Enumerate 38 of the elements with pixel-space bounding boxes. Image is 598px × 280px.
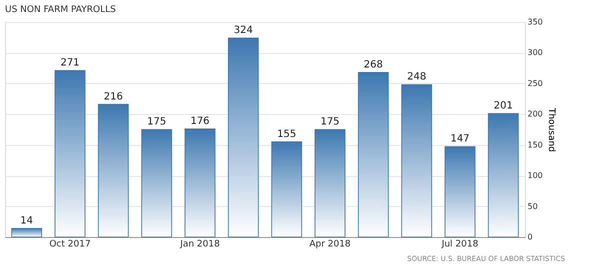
bar: [228, 38, 259, 238]
data-label: 176: [190, 116, 210, 127]
bar: [271, 141, 302, 238]
data-label: 201: [494, 100, 513, 112]
x-tick-label: Jul 2018: [440, 240, 479, 250]
chart-title: US NON FARM PAYROLLS: [5, 5, 116, 15]
y-tick-label: 350: [528, 18, 543, 26]
data-label: 155: [277, 128, 296, 140]
y-tick-label: 0: [528, 232, 533, 242]
y-tick-label: 100: [528, 171, 543, 180]
data-label: 268: [364, 59, 383, 70]
y-tick-label: 250: [528, 78, 543, 88]
x-tick-label: Jan 2018: [179, 240, 220, 250]
data-label: 248: [407, 72, 426, 83]
y-tick-label: 300: [528, 48, 543, 58]
bar: [98, 104, 129, 238]
data-label: 175: [320, 116, 340, 128]
x-tick-label: Oct 2017: [49, 240, 91, 250]
bar: [488, 113, 519, 238]
data-label: 14: [20, 215, 34, 226]
y-tick-label: 200: [528, 110, 543, 119]
y-axis-title: Thousand: [546, 106, 556, 152]
bar: [401, 84, 432, 238]
y-tick-label: 150: [528, 140, 543, 150]
bar: [54, 70, 86, 238]
x-tick-label: Apr 2018: [309, 240, 351, 250]
bar: [314, 129, 346, 238]
data-label: 175: [147, 116, 166, 128]
data-label: 271: [60, 58, 80, 69]
bar: [184, 128, 216, 238]
data-label: 216: [104, 91, 123, 102]
bar: [11, 228, 42, 238]
y-tick-label: 50: [528, 202, 538, 211]
bar: [444, 146, 476, 238]
bar: [141, 129, 172, 238]
data-label: 324: [234, 24, 253, 36]
data-label: 147: [450, 134, 470, 145]
bar: [358, 72, 389, 238]
